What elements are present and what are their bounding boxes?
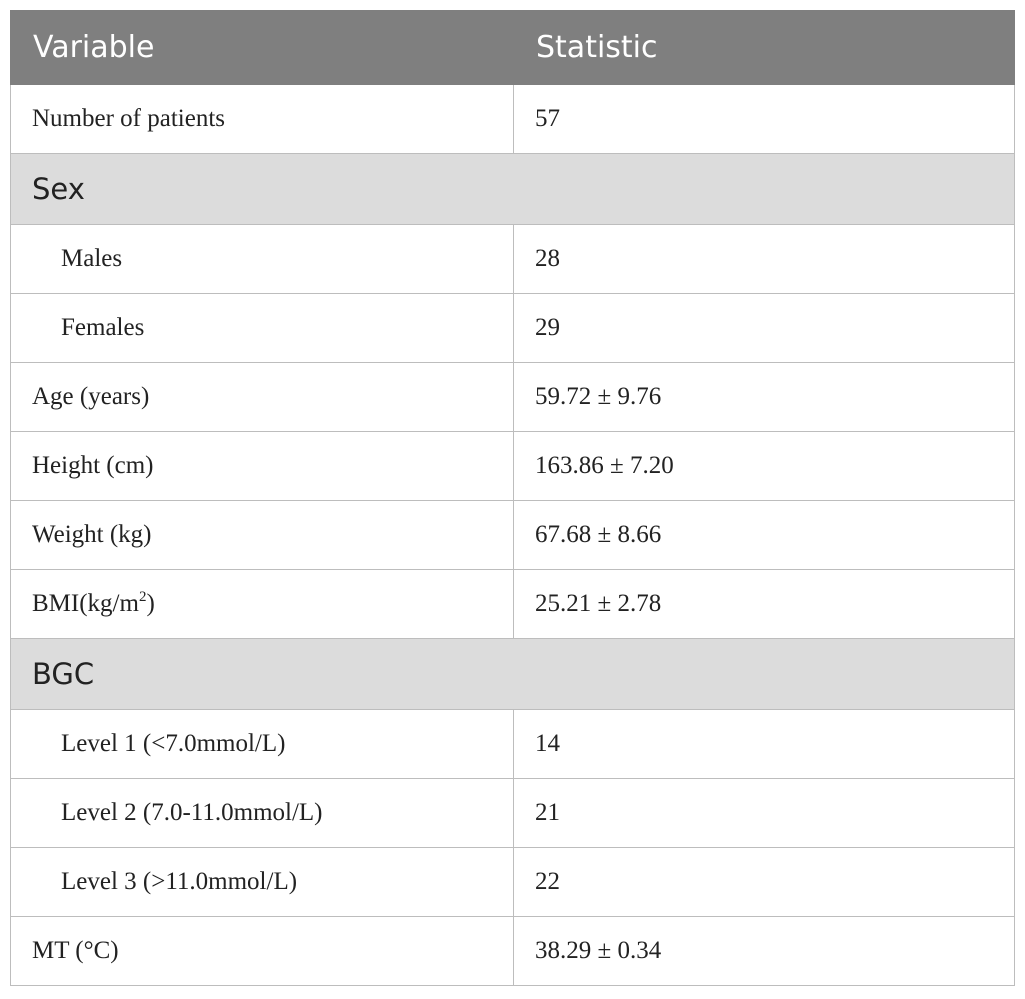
statistic-cell: 38.29 ± 0.34 (513, 916, 1015, 986)
statistic-cell: 57 (513, 84, 1015, 154)
statistic-cell: 29 (513, 293, 1015, 363)
statistic-cell: 67.68 ± 8.66 (513, 500, 1015, 570)
table-row: Males 28 (10, 224, 1015, 294)
variable-cell: Height (cm) (10, 431, 514, 501)
section-label: Sex (10, 153, 1015, 225)
variable-cell: Level 1 (<7.0mmol/L) (10, 709, 514, 779)
table-row: Level 1 (<7.0mmol/L) 14 (10, 709, 1015, 779)
table-row: BMI(kg/m2) 25.21 ± 2.78 (10, 569, 1015, 639)
header-statistic: Statistic (513, 10, 1015, 85)
statistic-cell: 14 (513, 709, 1015, 779)
table-header-row: Variable Statistic (10, 10, 1015, 85)
table-row: Females 29 (10, 293, 1015, 363)
variable-cell: Weight (kg) (10, 500, 514, 570)
statistic-cell: 22 (513, 847, 1015, 917)
statistic-cell: 163.86 ± 7.20 (513, 431, 1015, 501)
section-label: BGC (10, 638, 1015, 710)
statistic-cell: 28 (513, 224, 1015, 294)
section-row-sex: Sex (10, 153, 1015, 225)
table-row: MT (°C) 38.29 ± 0.34 (10, 916, 1015, 986)
bmi-label-suffix: ) (146, 590, 155, 617)
variable-cell: MT (°C) (10, 916, 514, 986)
statistic-cell: 21 (513, 778, 1015, 848)
variable-cell: Males (10, 224, 514, 294)
table-row: Height (cm) 163.86 ± 7.20 (10, 431, 1015, 501)
table-row: Level 2 (7.0-11.0mmol/L) 21 (10, 778, 1015, 848)
header-variable: Variable (10, 10, 514, 85)
table-row: Weight (kg) 67.68 ± 8.66 (10, 500, 1015, 570)
section-row-bgc: BGC (10, 638, 1015, 710)
statistic-cell: 59.72 ± 9.76 (513, 362, 1015, 432)
bmi-label-superscript: 2 (138, 589, 147, 605)
variable-cell: Level 3 (>11.0mmol/L) (10, 847, 514, 917)
table-row: Age (years) 59.72 ± 9.76 (10, 362, 1015, 432)
bmi-label-prefix: BMI(kg/m (32, 590, 139, 617)
variable-cell: Females (10, 293, 514, 363)
variable-cell: BMI(kg/m2) (10, 569, 514, 639)
table-row: Number of patients 57 (10, 84, 1015, 154)
variable-cell: Number of patients (10, 84, 514, 154)
statistic-cell: 25.21 ± 2.78 (513, 569, 1015, 639)
variable-cell: Age (years) (10, 362, 514, 432)
table-row: Level 3 (>11.0mmol/L) 22 (10, 847, 1015, 917)
variable-cell: Level 2 (7.0-11.0mmol/L) (10, 778, 514, 848)
patient-characteristics-table: Variable Statistic Number of patients 57… (10, 10, 1015, 986)
